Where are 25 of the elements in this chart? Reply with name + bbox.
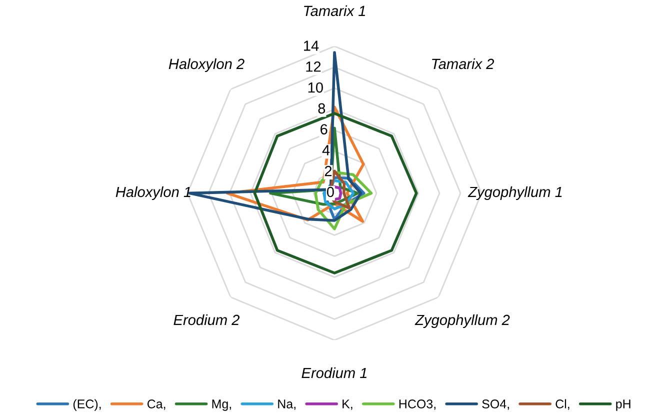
spoke-label: Tamarix 1 — [304, 5, 366, 16]
y-tick-label: 8 — [318, 103, 326, 114]
spoke-label: Haloxylon 2 — [168, 58, 244, 72]
spoke-label: Haloxylon 1 — [116, 186, 190, 200]
legend-label: SO4, — [482, 400, 509, 410]
y-tick-label: 0 — [326, 186, 334, 198]
legend-label: K, — [342, 400, 352, 410]
spoke-label: Tamarix 2 — [432, 58, 494, 70]
legend-label: pH — [616, 400, 630, 411]
legend-label: Cl, — [556, 399, 570, 410]
y-tick-label: 6 — [320, 124, 328, 134]
y-tick-label: 10 — [308, 82, 323, 93]
y-tick-label: 4 — [322, 145, 330, 156]
y-tick-label: 14 — [304, 40, 319, 51]
legend-label: HCO3, — [399, 400, 436, 410]
legend-label: Mg, — [212, 400, 231, 411]
y-tick-label: 2 — [324, 166, 332, 176]
legend-label: (EC), — [73, 399, 101, 411]
y-tick-label: 12 — [306, 61, 321, 72]
spoke-label: Zygophyllum 1 — [468, 186, 562, 200]
spoke-label: Erodium 1 — [302, 367, 367, 378]
spoke-label: Erodium 2 — [174, 314, 240, 326]
legend-label: Ca, — [147, 400, 166, 410]
spoke-label: Zygophyllum 2 — [414, 314, 510, 328]
legend-label: Na, — [278, 400, 296, 410]
